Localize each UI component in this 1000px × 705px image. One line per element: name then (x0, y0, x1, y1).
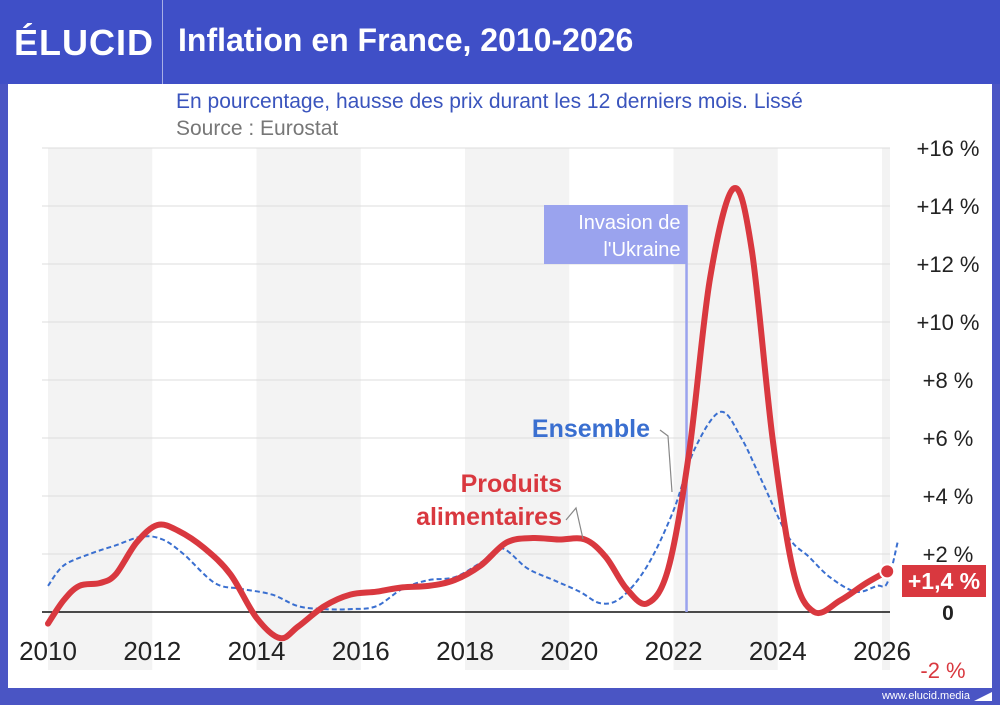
chart-title: Inflation en France, 2010-2026 (178, 22, 634, 58)
y-tick-label: +14 % (917, 194, 980, 219)
chart-subtitle: En pourcentage, hausse des prix durant l… (176, 90, 803, 113)
series-label-food-line1: Produits (461, 470, 562, 498)
y-tick-label: +16 % (917, 136, 980, 161)
last-value-dot (879, 563, 896, 580)
background-band (673, 148, 778, 670)
event-label-line2: l'Ukraine (603, 239, 680, 261)
background-band (256, 148, 361, 670)
footer-logo-mark (974, 692, 992, 701)
x-tick-label: 2022 (645, 636, 703, 666)
y-tick-label: +6 % (923, 426, 974, 451)
y-tick-label: +8 % (923, 368, 974, 393)
event-label-box (544, 205, 688, 264)
x-tick-label: 2018 (436, 636, 494, 666)
background-band (42, 148, 48, 670)
series-label-ensemble: Ensemble (532, 415, 650, 443)
series-label-food-line2: alimentaires (416, 503, 562, 531)
x-tick-label: 2020 (540, 636, 598, 666)
event-label-line1: Invasion de (578, 212, 680, 234)
header-divider (162, 0, 163, 84)
x-tick-label: 2024 (749, 636, 807, 666)
y-tick-label: -2 % (920, 658, 965, 683)
leader-line-food (565, 506, 584, 540)
y-tick-label: +4 % (923, 484, 974, 509)
y-tick-label: 0 (942, 602, 954, 625)
background-band (882, 148, 890, 670)
brand-logo: ÉLUCID (14, 22, 154, 63)
y-tick-label: +2 % (923, 542, 974, 567)
footer-url[interactable]: www.elucid.media (881, 690, 970, 702)
background-band (48, 148, 153, 670)
y-tick-label: +10 % (917, 310, 980, 335)
leader-line-ensemble (659, 429, 673, 493)
x-tick-label: 2012 (123, 636, 181, 666)
last-value-badge (902, 565, 986, 597)
x-tick-label: 2026 (853, 636, 911, 666)
x-tick-label: 2014 (228, 636, 286, 666)
last-value-label: +1,4 % (908, 568, 980, 594)
x-tick-label: 2016 (332, 636, 390, 666)
y-tick-label: +12 % (917, 252, 980, 277)
chart-source: Source : Eurostat (176, 117, 339, 140)
x-tick-label: 2010 (19, 636, 77, 666)
header-bar: ÉLUCID Inflation en France, 2010-2026 (0, 0, 1000, 84)
series-line-produits-alimentaires (45, 185, 891, 642)
